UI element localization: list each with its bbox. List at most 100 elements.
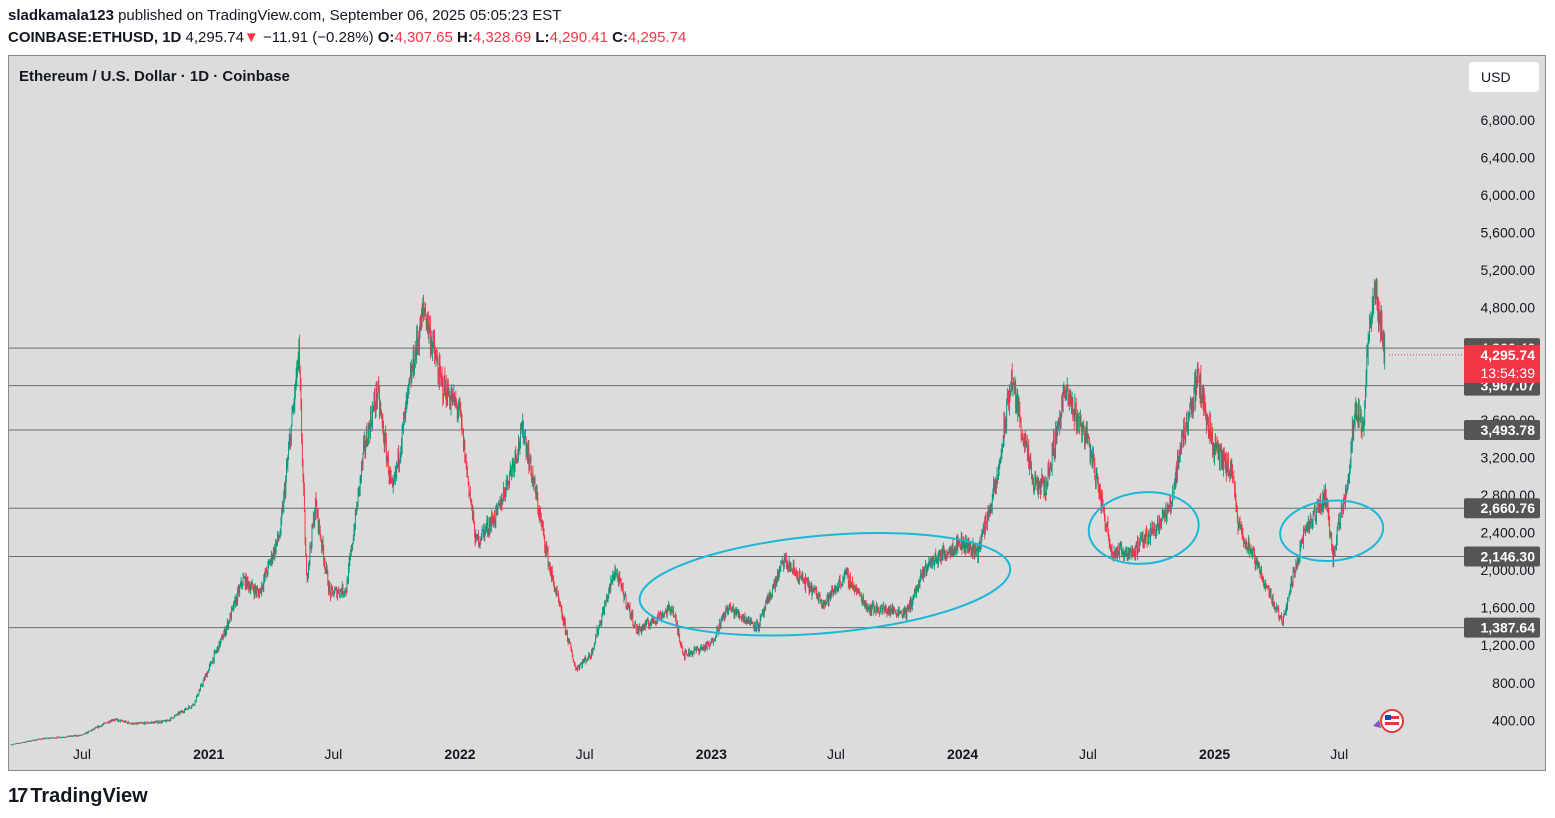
candle-body bbox=[78, 735, 79, 737]
candle-body bbox=[843, 573, 845, 580]
candle-body bbox=[752, 624, 754, 626]
candle-body bbox=[33, 739, 35, 741]
candle-body bbox=[496, 506, 497, 508]
candle-body bbox=[913, 595, 915, 597]
candle-body bbox=[567, 639, 569, 643]
tradingview-logo[interactable]: 17 TradingView bbox=[8, 785, 148, 808]
candle-body bbox=[1303, 529, 1305, 531]
candle-body bbox=[34, 739, 35, 741]
candle-body bbox=[786, 565, 788, 569]
candle-body bbox=[1356, 409, 1358, 418]
candle-body bbox=[423, 306, 424, 309]
candle-body bbox=[800, 576, 802, 578]
candle-body bbox=[1227, 459, 1229, 467]
candle-body bbox=[1192, 401, 1193, 411]
candle-body bbox=[1200, 375, 1202, 401]
candle-body bbox=[755, 628, 757, 630]
candle-body bbox=[374, 398, 375, 407]
candle-body bbox=[984, 516, 986, 533]
candle-body bbox=[392, 482, 394, 487]
candle-body bbox=[474, 536, 476, 543]
candle-body bbox=[743, 616, 745, 620]
candle-body bbox=[242, 585, 243, 586]
candle-body bbox=[564, 622, 566, 633]
flag-pointer bbox=[1373, 720, 1381, 728]
candle-body bbox=[789, 561, 791, 571]
candle-body bbox=[241, 580, 243, 586]
candle-body bbox=[1241, 527, 1242, 530]
candle-body bbox=[900, 612, 902, 614]
candle-body bbox=[889, 608, 891, 614]
candle-body bbox=[505, 484, 507, 494]
price-chart[interactable]: 400.00800.001,200.001,600.002,000.002,40… bbox=[9, 56, 1546, 771]
candle-body bbox=[263, 579, 265, 588]
candle-body bbox=[1118, 554, 1120, 555]
candle-body bbox=[1053, 437, 1054, 448]
candle-body bbox=[738, 612, 740, 616]
candle-body bbox=[472, 512, 474, 516]
candle-body bbox=[269, 561, 271, 565]
candle-body bbox=[730, 605, 731, 610]
candle-body bbox=[922, 571, 924, 578]
candle-body bbox=[157, 720, 159, 724]
candle-body bbox=[629, 606, 631, 617]
candle-body bbox=[487, 521, 488, 532]
candle-body bbox=[156, 720, 158, 722]
candle-body bbox=[636, 632, 638, 634]
candle-body bbox=[209, 665, 210, 669]
candle-body bbox=[838, 583, 840, 591]
candle-body bbox=[1336, 530, 1338, 541]
candle-body bbox=[1195, 378, 1197, 401]
candle-body bbox=[288, 441, 290, 450]
candle-body bbox=[1020, 420, 1021, 421]
candle-body bbox=[562, 616, 563, 620]
candle-body bbox=[1148, 534, 1150, 536]
candle-body bbox=[667, 607, 669, 610]
candle-body bbox=[956, 537, 957, 552]
candle-body bbox=[894, 609, 895, 611]
candle-body bbox=[1215, 440, 1217, 448]
open-label: O: bbox=[377, 29, 395, 46]
candle-body bbox=[249, 586, 251, 592]
candle-body bbox=[1221, 448, 1222, 467]
candle-body bbox=[1285, 607, 1287, 612]
candle-body bbox=[862, 597, 864, 603]
candle-body bbox=[473, 512, 475, 524]
candle-body bbox=[527, 448, 529, 462]
candle-body bbox=[845, 570, 846, 572]
candle-body bbox=[345, 588, 347, 592]
candle-body bbox=[534, 479, 535, 482]
candle-body bbox=[945, 554, 947, 557]
candle-body bbox=[1064, 393, 1066, 395]
candle-body bbox=[363, 443, 364, 454]
candle-body bbox=[782, 559, 784, 564]
y-axis-tick-label: 6,000.00 bbox=[1481, 187, 1536, 203]
candle-body bbox=[1139, 537, 1141, 542]
candle-body bbox=[417, 342, 419, 345]
candle-body bbox=[1232, 466, 1233, 477]
candle-body bbox=[124, 721, 126, 723]
candle-body bbox=[1168, 506, 1170, 511]
candle-body bbox=[916, 588, 917, 596]
candle-body bbox=[486, 521, 488, 527]
candle-body bbox=[993, 482, 995, 485]
currency-button[interactable]: USD bbox=[1469, 62, 1539, 92]
candle-body bbox=[1382, 336, 1383, 344]
candle-body bbox=[478, 543, 480, 545]
candle-body bbox=[1185, 427, 1187, 438]
candle-body bbox=[732, 605, 734, 610]
candle-body bbox=[791, 569, 793, 572]
candle-body bbox=[315, 497, 316, 515]
candle-body bbox=[876, 604, 877, 612]
candle-body bbox=[1299, 545, 1301, 557]
candle-body bbox=[637, 627, 639, 634]
chart-pane[interactable]: 400.00 800.00 1,200.00 1,600.00 2,000.00 2,40… bbox=[8, 55, 1546, 771]
candle-body bbox=[1156, 524, 1158, 531]
author-name[interactable]: sladkamala123 bbox=[8, 7, 114, 24]
candle-body bbox=[825, 601, 827, 604]
candle-body bbox=[368, 425, 369, 445]
candle-body bbox=[715, 637, 716, 639]
candle-body bbox=[586, 659, 588, 662]
candle-body bbox=[769, 592, 771, 599]
candle-body bbox=[489, 523, 490, 532]
